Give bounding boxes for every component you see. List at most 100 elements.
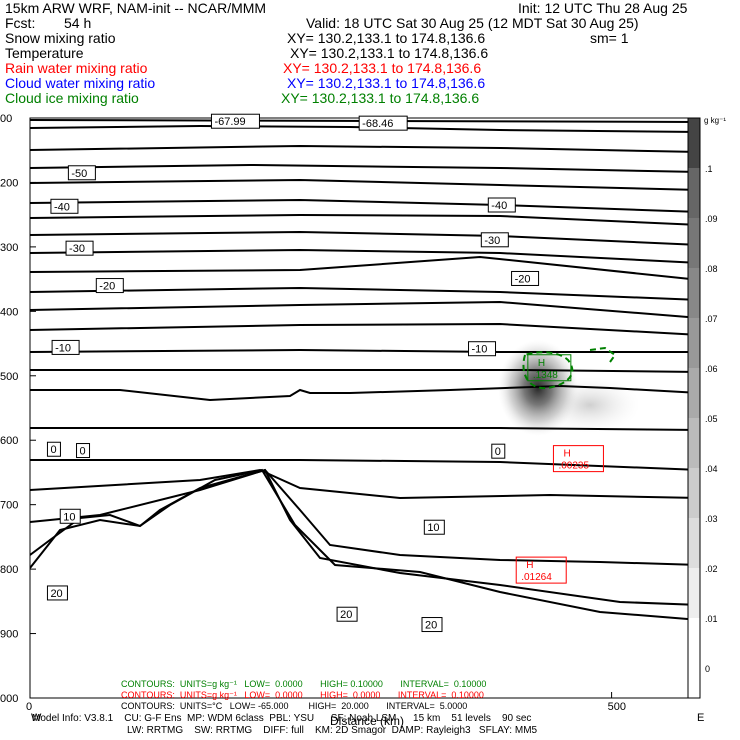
colorbar-swatch <box>688 368 700 418</box>
colorbar-tick-label: .01 <box>705 614 718 624</box>
temperature-contour <box>30 468 700 500</box>
contour-label: -10 <box>468 341 497 357</box>
contour-label: -40 <box>50 198 79 214</box>
svg-text:-20: -20 <box>99 281 115 293</box>
svg-text:0: 0 <box>495 446 501 458</box>
contour-label: 10 <box>59 508 81 524</box>
colorbar-swatch <box>688 418 700 468</box>
maximum-value: .1348 <box>533 370 558 381</box>
contour-label: 0 <box>46 441 61 457</box>
colorbar-tick-label: .03 <box>705 514 718 524</box>
svg-text:-30: -30 <box>69 243 85 255</box>
forecast-hour: 54 h <box>64 15 92 31</box>
svg-text:-67.99: -67.99 <box>214 116 245 128</box>
east-marker: E <box>697 712 705 724</box>
svg-text:10: 10 <box>63 511 75 523</box>
forecast-label: Fcst: <box>5 15 36 31</box>
svg-text:20: 20 <box>425 620 437 632</box>
temperature-contour <box>30 255 700 281</box>
contour-label: -40 <box>487 197 516 213</box>
init-time: Init: 12 UTC Thu 28 Aug 25 <box>518 0 688 16</box>
svg-text:-68.46: -68.46 <box>362 118 393 130</box>
field-cloudwater-name: Cloud water mixing ratio <box>5 75 156 91</box>
field-snow-name: Snow mixing ratio <box>5 30 116 46</box>
y-tick-label: 00 <box>0 113 12 125</box>
x-tick-label: 0 <box>26 701 32 713</box>
colorbar-swatch <box>688 568 700 618</box>
contour-label: 0 <box>491 443 506 459</box>
svg-text:-40: -40 <box>54 201 70 213</box>
colorbar-swatch <box>688 168 700 218</box>
svg-text:-30: -30 <box>484 235 500 247</box>
maximum-high-label: H <box>538 358 545 369</box>
maximum-high-label: H <box>563 449 570 460</box>
temperature-contour <box>30 369 700 373</box>
temperature-contour <box>30 178 700 191</box>
svg-text:-50: -50 <box>71 168 87 180</box>
field-cloudice-name: Cloud ice mixing ratio <box>5 90 139 106</box>
field-rain-xsect: XY= 130.2,133.1 to 174.8,136.6 <box>283 60 482 76</box>
y-tick-label: 000 <box>0 693 18 705</box>
colorbar-swatch <box>688 218 700 268</box>
maximum-high-label: H <box>526 560 533 571</box>
svg-text:-20: -20 <box>515 273 531 285</box>
maximum-marker: H.00235 <box>552 445 604 473</box>
field-cloudice-xsect: XY= 130.2,133.1 to 174.8,136.6 <box>281 90 480 106</box>
field-temperature-name: Temperature <box>5 45 84 61</box>
temperature-contour <box>30 427 700 431</box>
temperature-contour <box>30 348 700 353</box>
temperature-contour <box>30 230 700 246</box>
field-rain-name: Rain water mixing ratio <box>5 60 148 76</box>
temperature-contour <box>30 198 700 213</box>
contour-spec-line: CONTOURS: UNITS=g kg⁻¹ LOW= 0.0000 HIGH=… <box>121 679 487 689</box>
colorbar-tick-label: .06 <box>705 364 718 374</box>
contour-spec-line: CONTOURS: UNITS=g kg⁻¹ LOW= 0.0000 HIGH=… <box>121 690 484 700</box>
colorbar-frame <box>687 117 701 699</box>
contour-label: -30 <box>65 240 94 256</box>
y-tick-label: 700 <box>0 500 18 512</box>
y-tick-label: 400 <box>0 306 18 318</box>
colorbar-swatch <box>688 468 700 518</box>
maximum-value: .00235 <box>558 461 589 472</box>
temperature-contour <box>30 144 700 153</box>
y-tick-label: 800 <box>0 564 18 576</box>
model-info-line1: Model Info: V3.8.1 CU: G-F Ens MP: WDM 6… <box>32 713 532 724</box>
colorbar-tick-label: .04 <box>705 464 718 474</box>
contour-label: -20 <box>95 278 124 294</box>
temperature-contour <box>30 286 700 301</box>
snow-shading-core <box>498 340 578 436</box>
temperature-contour <box>30 322 700 336</box>
contour-label: 0 <box>76 443 91 459</box>
valid-time: Valid: 18 UTC Sat 30 Aug 25 (12 MDT Sat … <box>306 15 639 31</box>
svg-text:0: 0 <box>80 446 86 458</box>
field-snow-smooth: sm= 1 <box>590 30 629 46</box>
field-temperature-xsect: XY= 130.2,133.1 to 174.8,136.6 <box>290 45 489 61</box>
contour-label: 20 <box>46 585 68 601</box>
y-tick-label: 300 <box>0 242 18 254</box>
temperature-contour <box>30 124 700 133</box>
colorbar-swatch <box>688 318 700 368</box>
contour-spec-line: CONTOURS: UNITS=°C LOW= -65.000 HIGH= 20… <box>121 701 468 711</box>
maximum-marker: H.1348 <box>527 354 572 382</box>
colorbar-unit: g kg⁻¹ <box>704 116 726 125</box>
contour-label: -20 <box>511 270 540 286</box>
contour-label: -67.99 <box>210 113 260 129</box>
y-tick-label: 900 <box>0 629 18 641</box>
y-tick-label: 600 <box>0 435 18 447</box>
model-info-line2: LW: RRTMG SW: RRTMG DIFF: full KM: 2D Sm… <box>127 725 538 736</box>
field-cloudwater-xsect: XY= 130.2,133.1 to 174.8,136.6 <box>287 75 486 91</box>
temperature-contour <box>30 459 700 471</box>
contour-label: 20 <box>336 606 358 622</box>
svg-text:-40: -40 <box>491 200 507 212</box>
svg-text:-10: -10 <box>55 342 71 354</box>
y-tick-label: 500 <box>0 371 18 383</box>
svg-text:-10: -10 <box>472 344 488 356</box>
contour-label: -30 <box>480 232 509 248</box>
colorbar-swatch <box>688 518 700 568</box>
temperature-contour <box>30 468 700 606</box>
cloud-ice-contour <box>522 346 617 390</box>
svg-text:0: 0 <box>50 444 56 456</box>
colorbar-swatch <box>688 618 700 668</box>
colorbar-tick-label: .09 <box>705 214 718 224</box>
